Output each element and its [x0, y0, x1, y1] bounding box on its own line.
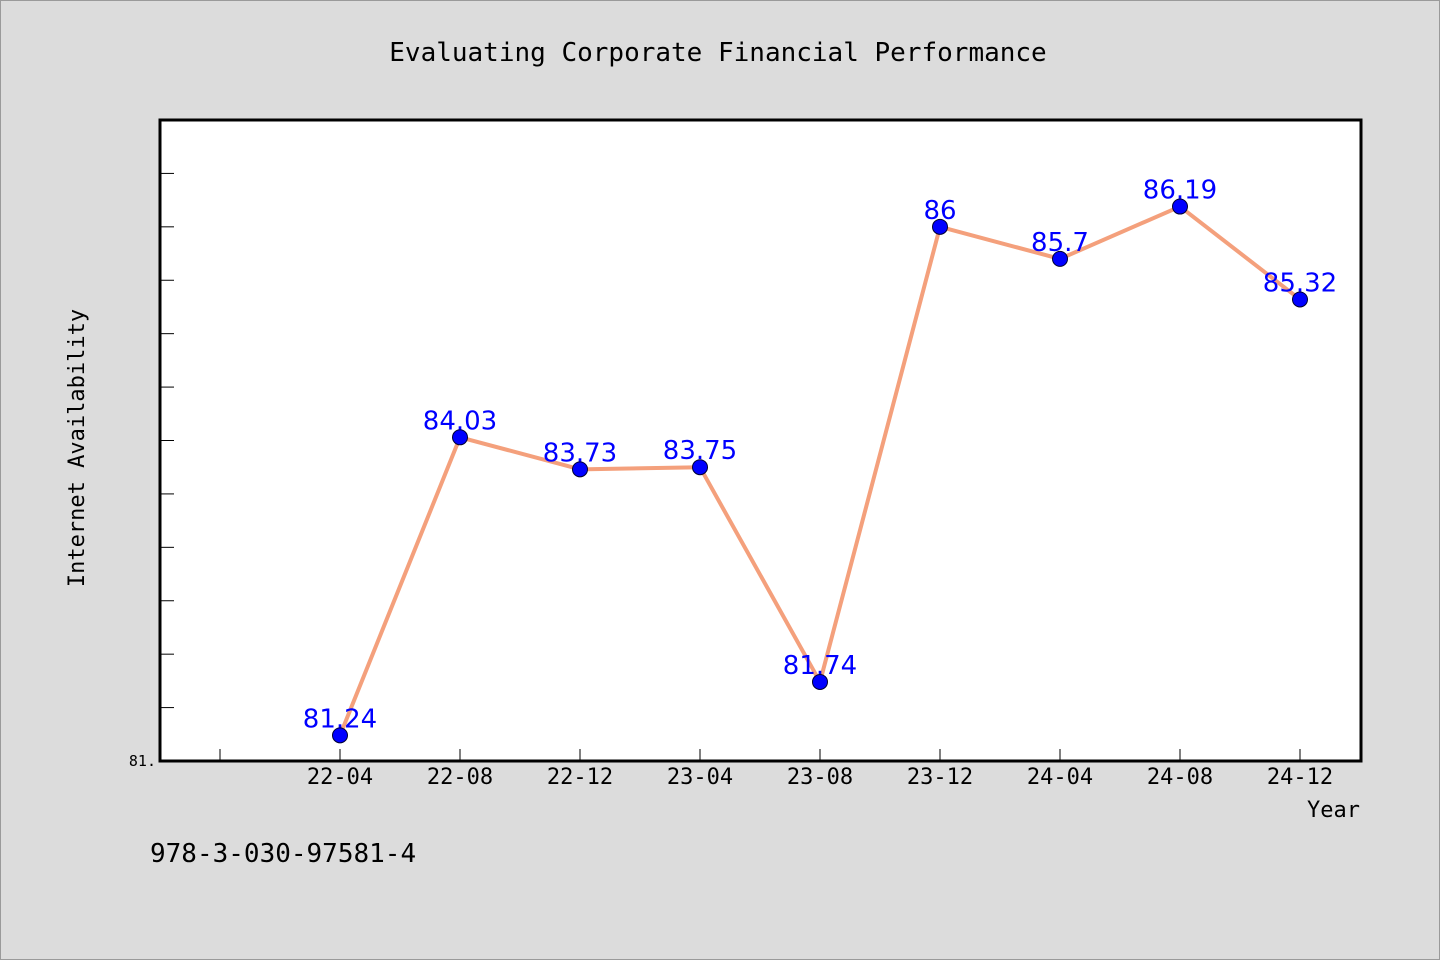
data-label: 85.7 [1031, 228, 1089, 258]
x-tick-label: 23-08 [787, 765, 853, 790]
footer-isbn: 978-3-030-97581-4 [150, 839, 416, 869]
x-tick-label: 24-04 [1027, 765, 1093, 790]
x-tick-label: 24-08 [1147, 765, 1213, 790]
data-label: 85.32 [1263, 268, 1337, 298]
x-tick-label: 23-04 [667, 765, 733, 790]
chart-title: Evaluating Corporate Financial Performan… [389, 38, 1046, 68]
data-point [812, 673, 828, 690]
data-point [1052, 250, 1068, 267]
data-label: 81.74 [783, 651, 857, 681]
data-point [932, 218, 948, 235]
y-axis-ticks [160, 172, 174, 709]
data-point [452, 429, 468, 446]
data-label: 83.73 [543, 438, 617, 468]
x-tick-label: 22-04 [307, 765, 373, 790]
x-axis-ticks [219, 749, 1301, 761]
plot-area [158, 118, 1363, 763]
data-labels: 81.24 84.03 83.73 83.75 81.74 86 85.7 86.19 85.3… [303, 176, 1337, 735]
y-axis-label: Internet Availability [65, 309, 90, 587]
x-tick-label: 23-12 [907, 765, 973, 790]
data-point [572, 461, 588, 478]
data-point [1292, 291, 1308, 308]
data-point [692, 459, 708, 476]
data-point [1172, 198, 1188, 215]
x-tick-label: 22-12 [547, 765, 613, 790]
y-axis-min-label: 81. [129, 752, 156, 770]
data-label: 83.75 [663, 436, 737, 466]
data-label: 84.03 [423, 406, 497, 436]
data-label: 81.24 [303, 704, 377, 734]
data-point [332, 727, 348, 744]
series-markers [332, 198, 1308, 744]
x-tick-label: 24-12 [1267, 765, 1333, 790]
x-axis-label: Year [1307, 798, 1360, 823]
x-axis-tick-labels: 22-04 22-08 22-12 23-04 23-08 23-12 24-04 24-08… [307, 765, 1333, 790]
data-label: 86.19 [1143, 176, 1217, 206]
x-tick-label: 22-08 [427, 765, 493, 790]
data-label: 86 [923, 196, 956, 226]
